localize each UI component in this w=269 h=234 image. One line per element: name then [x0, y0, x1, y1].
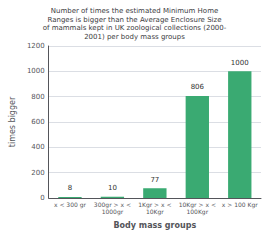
svg-text:0: 0 — [40, 194, 44, 202]
svg-text:300gr > x <: 300gr > x < — [93, 201, 131, 208]
svg-text:1Kgr > x <: 1Kgr > x < — [138, 201, 172, 208]
svg-text:x < 300 gr: x < 300 gr — [54, 201, 87, 209]
svg-text:times bigger: times bigger — [8, 96, 17, 147]
svg-text:1200: 1200 — [27, 42, 45, 50]
svg-text:Body mass groups: Body mass groups — [113, 221, 196, 230]
svg-text:800: 800 — [31, 93, 44, 101]
svg-text:1000gr: 1000gr — [102, 208, 124, 216]
svg-text:1000: 1000 — [231, 59, 249, 67]
svg-text:2001) per body mass groups: 2001) per body mass groups — [84, 33, 185, 41]
svg-text:400: 400 — [31, 143, 44, 151]
svg-text:200: 200 — [31, 169, 44, 177]
svg-text:8: 8 — [68, 184, 72, 192]
svg-text:x > 100 Kgr: x > 100 Kgr — [222, 201, 258, 209]
svg-text:10: 10 — [108, 184, 117, 192]
svg-text:10Kgr > x <: 10Kgr > x < — [178, 201, 216, 208]
svg-text:of mammals kept in UK zoologic: of mammals kept in UK zoological collect… — [43, 24, 227, 32]
svg-text:100Kgr: 100Kgr — [186, 208, 208, 216]
svg-text:600: 600 — [31, 118, 44, 126]
svg-text:Ranges is bigger than the Aver: Ranges is bigger than the Average Enclos… — [47, 16, 221, 24]
svg-text:Number of times the estimated: Number of times the estimated Minimum Ho… — [51, 7, 219, 15]
svg-text:10Kgr: 10Kgr — [146, 208, 164, 216]
svg-text:77: 77 — [150, 176, 159, 184]
svg-text:1000: 1000 — [27, 67, 45, 75]
svg-text:806: 806 — [191, 83, 205, 91]
